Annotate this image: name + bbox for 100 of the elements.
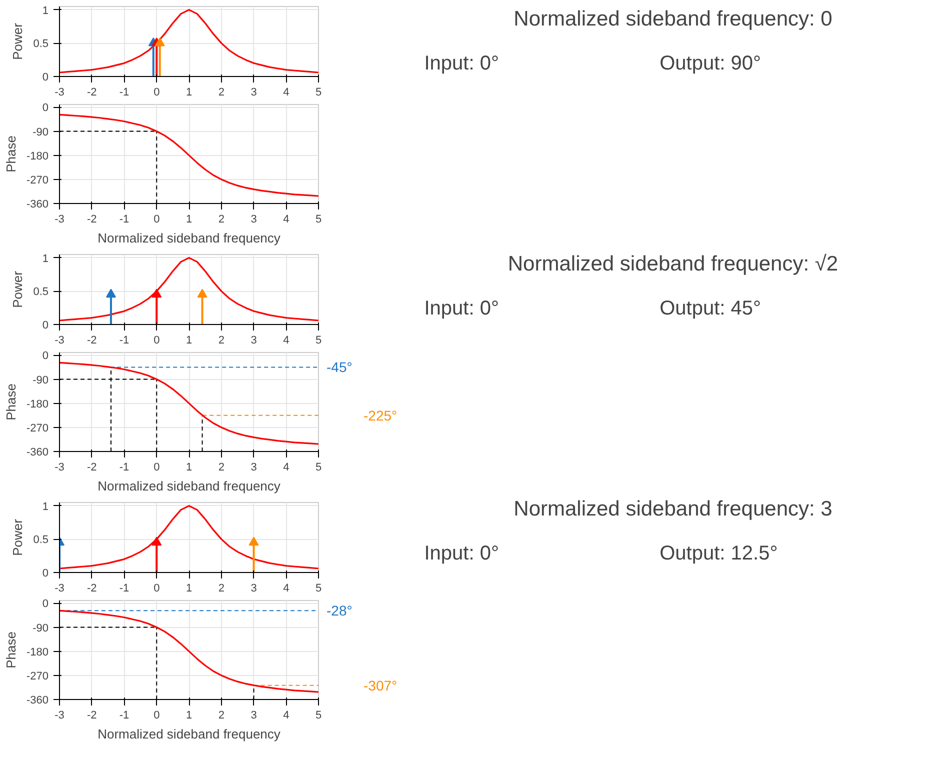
x-tick-label: 5 (315, 214, 322, 226)
x-tick-label: -1 (119, 710, 130, 722)
y-axis-title: Power (10, 22, 26, 60)
y-axis-title: Power (10, 518, 26, 556)
y-tick-label: -90 (32, 126, 49, 138)
x-tick-label: -1 (119, 214, 130, 226)
x-tick-label: -1 (119, 86, 130, 98)
y-tick-label: 0.5 (33, 534, 49, 546)
y-tick-label: 0 (42, 102, 49, 114)
x-tick-label: -1 (119, 334, 130, 346)
x-tick-label: 5 (315, 334, 322, 346)
x-tick-label: -2 (86, 710, 97, 722)
x-tick-label: 5 (315, 86, 322, 98)
x-axis-title: Normalized sideband frequency (98, 726, 281, 742)
x-tick-label: 4 (283, 214, 290, 226)
y-tick-label: -270 (26, 422, 49, 434)
ref-line-label: -28° (326, 602, 352, 619)
y-tick-label: -90 (32, 374, 49, 386)
y-tick-label: 0.5 (33, 286, 49, 298)
text: Normalized sideband frequency: 0 (514, 8, 832, 30)
x-tick-label: -3 (54, 214, 64, 226)
y-axis-title: Phase (3, 384, 18, 420)
y-tick-label: 1 (42, 252, 49, 265)
y-axis-title: Phase (3, 136, 18, 172)
y-tick-label: -360 (26, 446, 49, 458)
x-tick-label: -2 (86, 214, 97, 226)
x-tick-label: 4 (283, 582, 290, 594)
x-axis-title: Normalized sideband frequency (98, 230, 281, 246)
y-tick-label: 0 (42, 72, 49, 84)
text: Normalized sideband frequency: 3 (514, 498, 832, 520)
y-axis-title: Phase (3, 632, 18, 668)
x-tick-label: 2 (218, 710, 224, 722)
y-tick-label: -180 (26, 398, 49, 410)
x-tick-label: 0 (154, 582, 160, 594)
x-tick-label: -3 (54, 334, 64, 346)
x-tick-label: 1 (186, 214, 192, 226)
x-tick-label: 0 (154, 334, 160, 346)
y-tick-label: -90 (32, 622, 49, 634)
y-tick-label: 0 (42, 350, 49, 362)
x-tick-label: 3 (250, 582, 257, 594)
x-tick-label: 1 (186, 334, 192, 346)
y-tick-label: -180 (26, 150, 49, 162)
x-tick-label: 2 (218, 86, 224, 98)
y-tick-label: 0 (42, 568, 49, 580)
x-tick-label: 0 (154, 710, 160, 722)
y-tick-label: -360 (26, 198, 49, 210)
x-axis-title: Normalized sideband frequency (98, 478, 281, 494)
x-tick-label: 0 (154, 462, 160, 474)
y-tick-label: 0.5 (33, 38, 49, 50)
y-tick-label: 0 (42, 598, 49, 610)
x-tick-label: 2 (218, 582, 224, 594)
ref-line-label: -45° (326, 359, 352, 376)
x-tick-label: 0 (154, 214, 160, 226)
x-tick-label: 2 (218, 462, 224, 474)
x-tick-label: 0 (154, 86, 160, 98)
x-tick-label: -3 (54, 710, 64, 722)
x-tick-label: -1 (119, 582, 130, 594)
y-tick-label: -270 (26, 174, 49, 186)
x-tick-label: 4 (283, 334, 290, 346)
y-axis-title: Power (10, 270, 26, 308)
x-tick-label: 1 (186, 582, 192, 594)
x-tick-label: 1 (186, 86, 192, 98)
x-tick-label: 3 (250, 710, 257, 722)
x-tick-label: -3 (54, 462, 64, 474)
y-tick-label: 1 (42, 500, 49, 513)
x-tick-label: 3 (250, 334, 257, 346)
text: Output: 45° (660, 297, 762, 320)
x-tick-label: 5 (315, 582, 322, 594)
x-tick-label: 1 (186, 462, 192, 474)
x-tick-label: 3 (250, 214, 257, 226)
ref-line-label: -307° (364, 677, 398, 694)
x-tick-label: -2 (86, 462, 97, 474)
x-tick-label: -2 (86, 334, 97, 346)
y-tick-label: -270 (26, 670, 49, 682)
x-tick-label: -2 (86, 582, 97, 594)
y-tick-label: 1 (42, 4, 49, 17)
text: Output: 12.5° (660, 542, 778, 564)
x-tick-label: 2 (218, 334, 224, 346)
x-tick-label: 1 (186, 710, 192, 722)
y-tick-label: 0 (42, 320, 49, 332)
text: Input: 0° (424, 52, 499, 74)
x-tick-label: 5 (315, 462, 322, 474)
x-tick-label: 4 (283, 86, 290, 98)
x-tick-label: 4 (283, 710, 290, 722)
y-tick-label: -360 (26, 694, 49, 706)
x-tick-label: -1 (119, 462, 130, 474)
text: Normalized sideband frequency: √2 (508, 252, 838, 276)
text: Input: 0° (424, 297, 499, 320)
x-tick-label: -3 (54, 86, 64, 98)
text: Output: 90° (660, 52, 762, 74)
x-tick-label: 3 (250, 462, 257, 474)
x-tick-label: 4 (283, 462, 290, 474)
x-tick-label: -2 (86, 86, 97, 98)
x-tick-label: -3 (54, 582, 64, 594)
x-tick-label: 3 (250, 86, 257, 98)
y-tick-label: -180 (26, 646, 49, 658)
ref-line-label: -225° (364, 407, 398, 424)
text: Input: 0° (424, 542, 499, 564)
x-tick-label: 2 (218, 214, 224, 226)
x-tick-label: 5 (315, 710, 322, 722)
